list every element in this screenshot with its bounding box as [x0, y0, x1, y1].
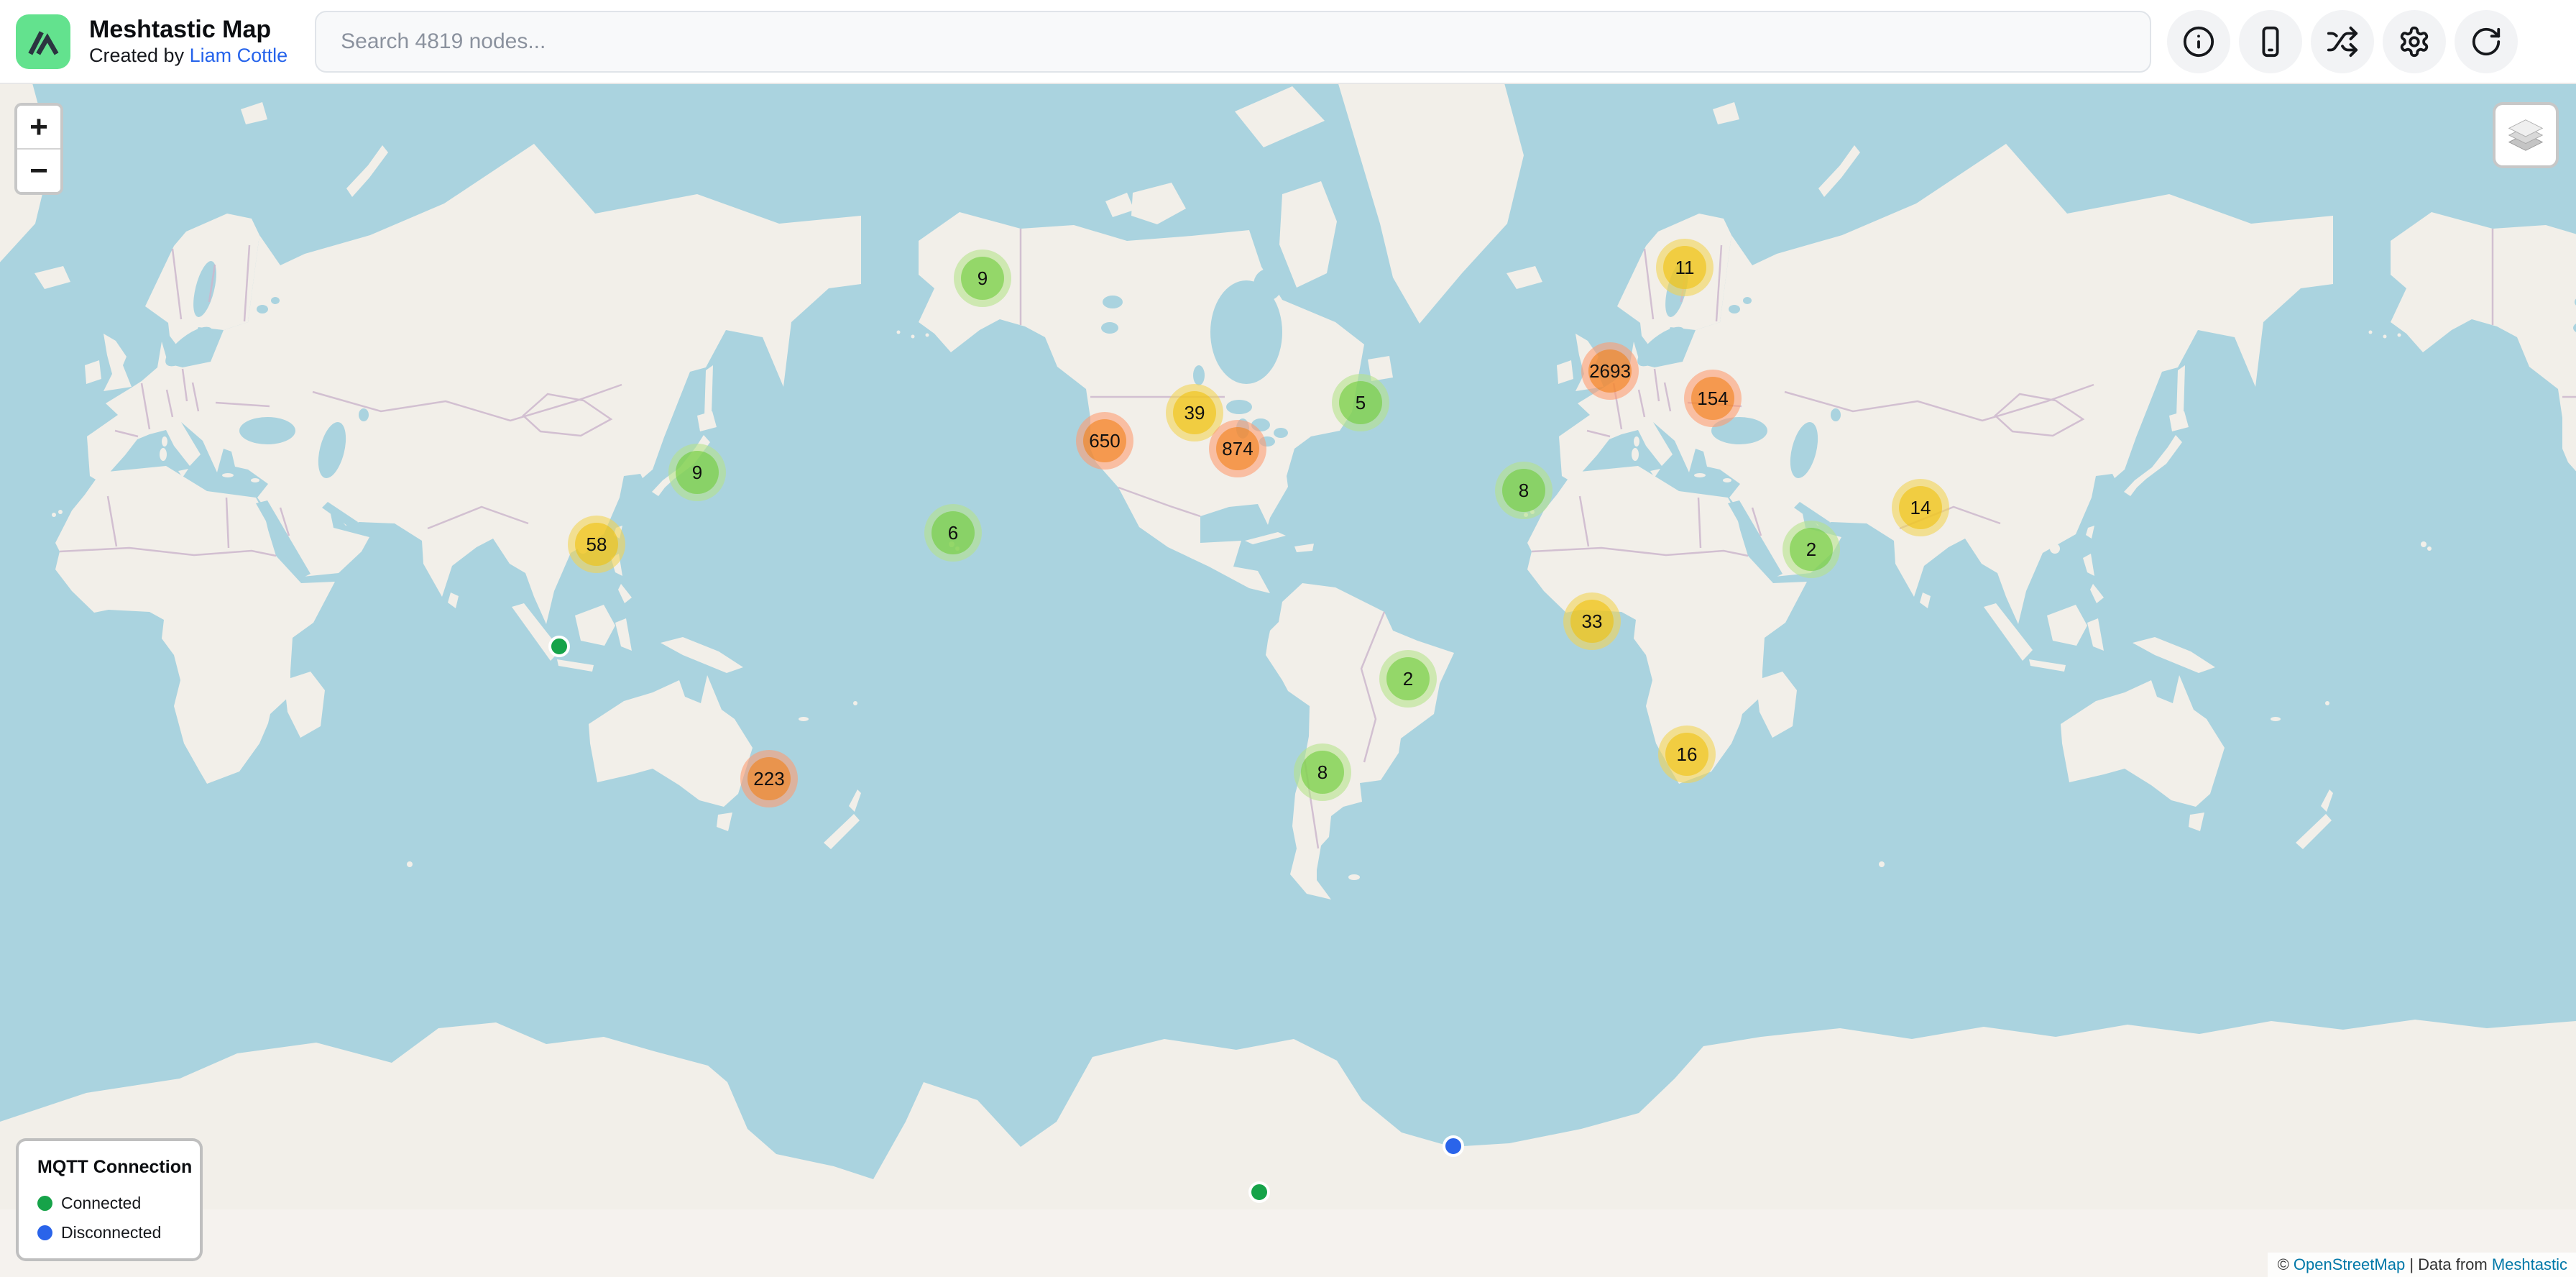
cluster-count: 39 — [1173, 391, 1216, 434]
copyright-text: © — [2277, 1255, 2294, 1273]
info-icon — [2184, 26, 2214, 57]
cluster-marker[interactable]: 6 — [924, 504, 982, 562]
disconnected-dot-icon — [37, 1225, 52, 1240]
cluster-count: 11 — [1663, 246, 1706, 289]
cluster-count: 2693 — [1588, 349, 1632, 393]
cluster-count: 8 — [1301, 751, 1344, 794]
zoom-out-button[interactable]: − — [17, 150, 60, 192]
meshtastic-link[interactable]: Meshtastic — [2491, 1255, 2567, 1273]
cluster-marker[interactable]: 650 — [1076, 412, 1133, 470]
attribution: © OpenStreetMap | Data from Meshtastic — [2267, 1253, 2576, 1277]
connected-dot-icon — [37, 1196, 52, 1211]
device-button[interactable] — [2239, 9, 2303, 73]
cluster-marker[interactable]: 58 — [568, 516, 625, 573]
search-input[interactable] — [315, 10, 2152, 73]
cluster-count: 650 — [1083, 419, 1126, 462]
cluster-count: 9 — [676, 451, 719, 494]
legend-item-disconnected: Disconnected — [37, 1223, 200, 1242]
node-marker-connected[interactable] — [1248, 1181, 1270, 1203]
cluster-marker[interactable]: 2693 — [1581, 342, 1639, 400]
shuffle-button[interactable] — [2311, 9, 2375, 73]
byline: Created by Liam Cottle — [89, 44, 288, 66]
attribution-separator: | Data from — [2405, 1255, 2492, 1273]
cluster-marker[interactable]: 11 — [1656, 239, 1714, 296]
cluster-count: 223 — [748, 757, 791, 800]
meshtastic-logo-icon — [16, 14, 70, 69]
layers-control[interactable] — [2493, 102, 2559, 168]
refresh-button[interactable] — [2455, 9, 2518, 73]
layers-icon — [2508, 119, 2544, 151]
zoom-control-divider — [17, 148, 60, 150]
page-title: Meshtastic Map — [89, 16, 272, 44]
zoom-in-button[interactable]: + — [17, 106, 60, 148]
cluster-count: 58 — [575, 523, 618, 566]
cluster-count: 6 — [932, 511, 975, 554]
cluster-count: 9 — [961, 257, 1004, 300]
cluster-marker[interactable]: 9 — [668, 444, 726, 501]
refresh-icon — [2472, 27, 2501, 55]
info-button[interactable] — [2167, 9, 2231, 73]
osm-link[interactable]: OpenStreetMap — [2293, 1255, 2406, 1273]
node-marker-disconnected[interactable] — [1443, 1135, 1464, 1157]
antarctica — [0, 1020, 2576, 1277]
author-link[interactable]: Liam Cottle — [189, 44, 288, 66]
cluster-marker[interactable]: 14 — [1892, 479, 1949, 536]
cluster-count: 33 — [1570, 600, 1614, 643]
cluster-count: 2 — [1386, 657, 1430, 700]
legend-title: MQTT Connection — [37, 1157, 193, 1177]
cluster-count: 874 — [1216, 427, 1259, 470]
cluster-marker[interactable]: 2 — [1379, 650, 1437, 708]
cluster-marker[interactable]: 33 — [1563, 592, 1621, 650]
node-marker-connected[interactable] — [548, 636, 570, 657]
cluster-marker[interactable]: 5 — [1332, 374, 1389, 431]
header: Meshtastic Map Created by Liam Cottle — [0, 0, 2576, 84]
cluster-marker[interactable]: 8 — [1495, 462, 1552, 519]
smartphone-icon — [2262, 26, 2279, 57]
cluster-count: 16 — [1665, 733, 1708, 776]
gear-icon — [2400, 26, 2429, 57]
mqtt-legend: MQTT Connection Connected Disconnected — [16, 1138, 203, 1261]
cluster-marker[interactable]: 16 — [1658, 726, 1716, 783]
cluster-marker[interactable]: 154 — [1684, 370, 1742, 427]
cluster-marker[interactable]: 223 — [740, 750, 798, 807]
cluster-count: 5 — [1339, 381, 1382, 424]
cluster-count: 14 — [1899, 486, 1942, 529]
cluster-marker[interactable]: 8 — [1294, 743, 1351, 801]
settings-button[interactable] — [2383, 9, 2447, 73]
cluster-count: 8 — [1502, 469, 1545, 512]
shuffle-icon — [2327, 26, 2358, 57]
cluster-count: 154 — [1691, 377, 1734, 420]
legend-item-connected: Connected — [37, 1194, 200, 1213]
cluster-marker[interactable]: 2 — [1782, 521, 1840, 578]
cluster-marker[interactable]: 9 — [954, 250, 1011, 307]
cluster-count: 2 — [1790, 528, 1833, 571]
zoom-control: + − — [14, 103, 63, 195]
cluster-marker[interactable]: 874 — [1209, 420, 1266, 477]
